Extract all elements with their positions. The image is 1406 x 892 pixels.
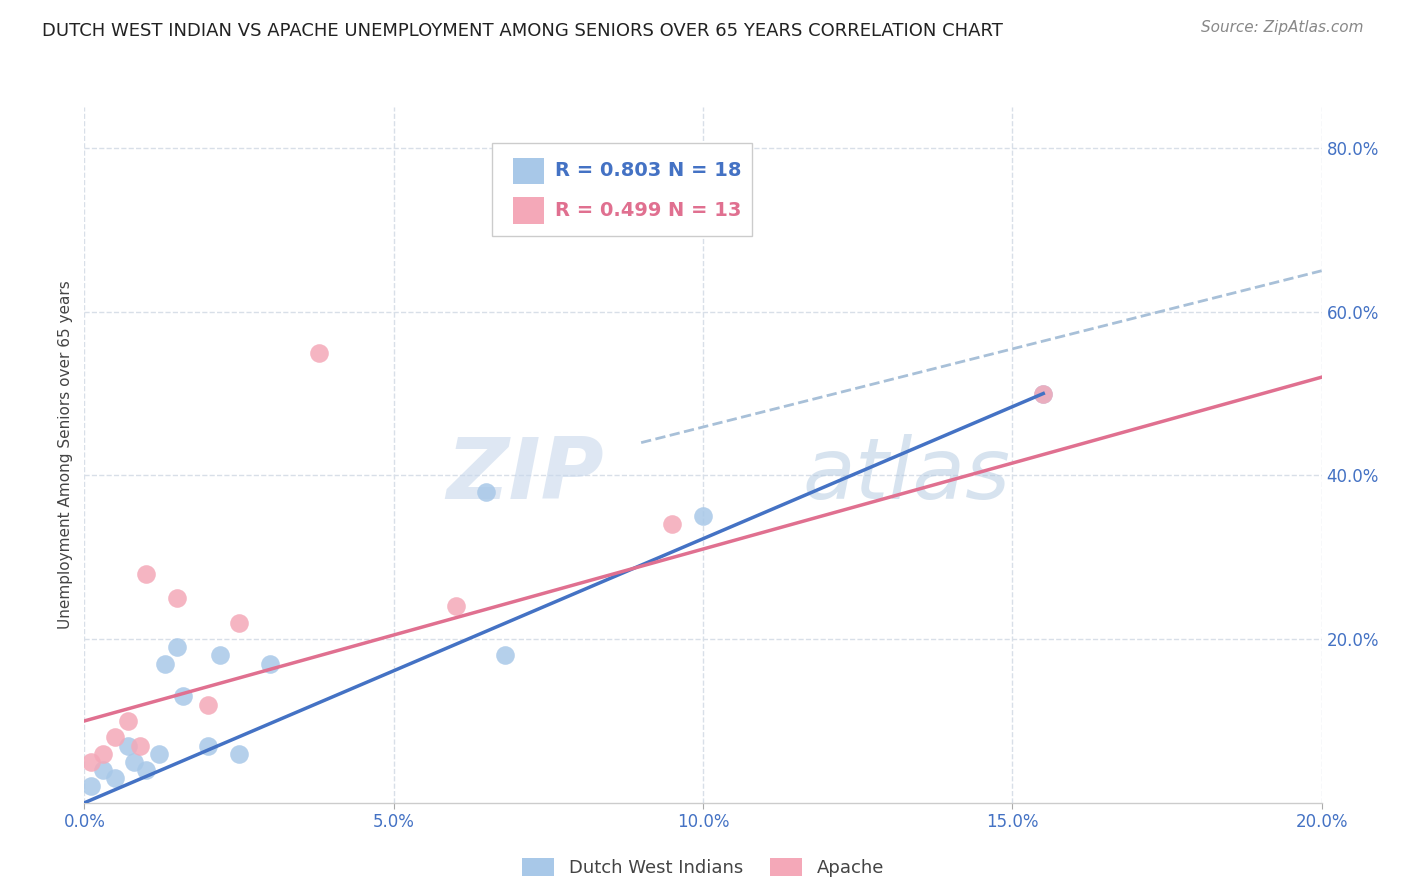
Point [197,698,219,712]
Point [91,763,114,777]
Text: DUTCH WEST INDIAN VS APACHE UNEMPLOYMENT AMONG SENIORS OVER 65 YEARS CORRELATION: DUTCH WEST INDIAN VS APACHE UNEMPLOYMENT… [42,22,1002,40]
Point [129,739,152,753]
Text: atlas: atlas [801,434,1010,517]
Legend: Dutch West Indians, Apache: Dutch West Indians, Apache [515,850,891,884]
Point [228,615,250,630]
Point [228,747,250,761]
Point [122,755,145,769]
Point [135,763,157,777]
Y-axis label: Unemployment Among Seniors over 65 years: Unemployment Among Seniors over 65 years [58,281,73,629]
Point [692,509,714,524]
Text: Source: ZipAtlas.com: Source: ZipAtlas.com [1201,20,1364,35]
Point [661,517,683,532]
Point [153,657,176,671]
Text: R = 0.499: R = 0.499 [555,202,662,220]
Text: N = 18: N = 18 [668,161,741,180]
Point [117,739,139,753]
Text: N = 13: N = 13 [668,202,741,220]
Point [104,771,127,785]
Point [79,780,101,794]
Point [444,599,467,614]
Point [259,657,281,671]
Point [166,640,188,655]
Point [172,690,194,704]
Point [1032,386,1054,401]
Point [494,648,516,663]
Point [79,755,101,769]
Point [475,484,498,499]
Point [91,747,114,761]
Point [197,739,219,753]
Point [1032,386,1054,401]
Point [308,345,330,359]
Text: ZIP: ZIP [446,434,605,517]
Point [148,747,170,761]
Point [104,731,127,745]
Point [135,566,157,581]
Point [166,591,188,606]
Point [209,648,232,663]
Text: R = 0.803: R = 0.803 [555,161,662,180]
Point [117,714,139,728]
